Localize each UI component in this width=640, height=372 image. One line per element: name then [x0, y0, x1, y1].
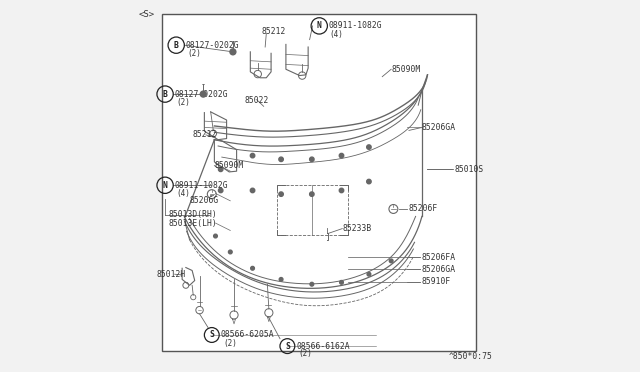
Circle shape [339, 188, 344, 193]
Text: 85206GA: 85206GA [422, 123, 456, 132]
Text: 85010S: 85010S [454, 165, 483, 174]
Text: 08566-6205A: 08566-6205A [221, 330, 275, 340]
Text: 85206G: 85206G [189, 196, 219, 205]
Text: <S>: <S> [138, 10, 154, 19]
Text: 85090M: 85090M [391, 65, 420, 74]
Circle shape [228, 250, 232, 254]
Text: (2): (2) [176, 98, 190, 107]
Text: N: N [317, 22, 322, 31]
FancyBboxPatch shape [163, 14, 476, 351]
Circle shape [367, 145, 371, 149]
Circle shape [251, 266, 255, 270]
Text: (2): (2) [188, 49, 201, 58]
Text: (4): (4) [176, 189, 190, 198]
Text: 85212: 85212 [192, 130, 216, 140]
Text: 85012H: 85012H [156, 270, 186, 279]
Text: 85013E(LH): 85013E(LH) [169, 219, 218, 228]
Text: B: B [174, 41, 179, 50]
Text: B: B [163, 90, 168, 99]
Circle shape [230, 49, 236, 55]
Circle shape [279, 192, 284, 196]
Circle shape [310, 192, 314, 196]
Circle shape [310, 282, 314, 286]
Text: 85206GA: 85206GA [422, 265, 456, 274]
Circle shape [250, 188, 255, 193]
Circle shape [389, 259, 393, 263]
Text: 85013D(RH): 85013D(RH) [169, 211, 218, 219]
Circle shape [218, 167, 223, 171]
Text: ^850*0:75: ^850*0:75 [449, 352, 492, 361]
Text: (2): (2) [223, 339, 237, 348]
Text: S: S [209, 330, 214, 340]
Text: 08566-6162A: 08566-6162A [296, 341, 350, 350]
Circle shape [367, 272, 371, 276]
Text: (2): (2) [298, 349, 312, 358]
Circle shape [339, 153, 344, 158]
Text: 08127-0202G: 08127-0202G [186, 41, 239, 50]
Text: 85206F: 85206F [408, 205, 438, 214]
Circle shape [279, 157, 284, 161]
Text: S: S [285, 341, 290, 350]
Circle shape [250, 153, 255, 158]
Circle shape [214, 234, 218, 238]
Circle shape [367, 179, 371, 184]
Circle shape [200, 91, 206, 97]
Circle shape [218, 188, 223, 193]
Text: 08911-1082G: 08911-1082G [175, 181, 228, 190]
Text: 85206FA: 85206FA [422, 253, 456, 262]
Circle shape [340, 280, 343, 284]
Circle shape [310, 157, 314, 161]
Text: (4): (4) [330, 29, 344, 39]
Text: N: N [163, 181, 168, 190]
Text: 85212: 85212 [262, 26, 286, 36]
Text: 85910F: 85910F [422, 277, 451, 286]
Circle shape [279, 278, 283, 281]
Text: 85233B: 85233B [343, 224, 372, 233]
Text: 85090M: 85090M [214, 161, 244, 170]
Text: 08127-0202G: 08127-0202G [175, 90, 228, 99]
Text: 85022: 85022 [244, 96, 268, 105]
Text: 08911-1082G: 08911-1082G [328, 22, 382, 31]
